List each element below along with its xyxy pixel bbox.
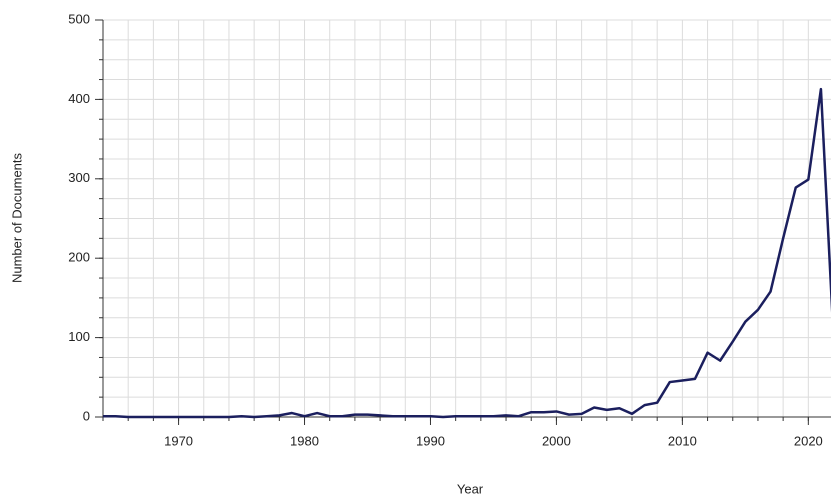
x-tick-label: 2010	[668, 433, 697, 448]
grid	[102, 19, 831, 418]
x-tick-label: 2000	[542, 433, 571, 448]
axes: 0 100 200 300 400 500 1970 1980 1990 2000 2010 2020	[68, 11, 831, 448]
x-axis-title: Year	[457, 481, 484, 496]
y-axis-title: Number of Documents	[9, 152, 24, 283]
x-tick-label: 2020	[794, 433, 823, 448]
x-tick-label: 1990	[416, 433, 445, 448]
y-tick-label: 100	[68, 329, 90, 344]
y-tick-label: 0	[83, 408, 90, 423]
y-tick-label: 500	[68, 11, 90, 26]
y-tick-label: 200	[68, 250, 90, 265]
data-line	[103, 87, 831, 419]
x-tick-label: 1970	[164, 433, 193, 448]
y-tick-label: 400	[68, 91, 90, 106]
x-tick-label: 1980	[290, 433, 319, 448]
plot-area	[103, 87, 831, 419]
y-tick-label: 300	[68, 170, 90, 185]
